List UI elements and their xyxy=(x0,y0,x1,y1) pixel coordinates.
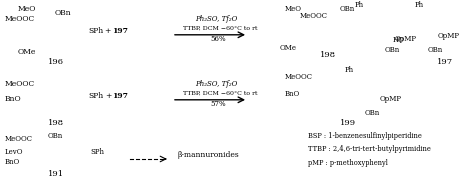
Text: OBn: OBn xyxy=(428,46,443,54)
Text: 197: 197 xyxy=(112,92,128,100)
Text: BnO: BnO xyxy=(5,158,20,166)
Text: OBn: OBn xyxy=(365,109,380,117)
Text: 196: 196 xyxy=(48,58,64,66)
Text: 191: 191 xyxy=(48,170,64,178)
Text: 56%: 56% xyxy=(210,35,226,43)
Text: 198: 198 xyxy=(320,51,336,59)
Text: OBn: OBn xyxy=(48,132,63,140)
Text: 197: 197 xyxy=(112,27,128,35)
Text: MeOOC: MeOOC xyxy=(5,135,33,143)
Text: 57%: 57% xyxy=(210,100,226,108)
Text: MeOOC: MeOOC xyxy=(285,73,313,81)
Text: SPh: SPh xyxy=(88,92,103,100)
Text: LevO: LevO xyxy=(5,148,24,156)
Text: pMP : p-methoxyphenyl: pMP : p-methoxyphenyl xyxy=(308,159,388,167)
Text: MeO: MeO xyxy=(18,6,36,13)
Text: Ph: Ph xyxy=(345,66,354,74)
Text: OpMP: OpMP xyxy=(395,35,417,43)
Text: HO: HO xyxy=(393,36,405,45)
Text: OMe: OMe xyxy=(18,48,36,56)
Text: BnO: BnO xyxy=(5,95,22,103)
Text: BnO: BnO xyxy=(285,90,300,98)
Text: SPh: SPh xyxy=(88,27,103,35)
Text: β-mannuronides: β-mannuronides xyxy=(178,151,240,159)
Text: OBn: OBn xyxy=(385,46,400,54)
Text: 199: 199 xyxy=(340,119,356,127)
Text: MeOOC: MeOOC xyxy=(300,12,328,20)
Text: +: + xyxy=(105,27,114,35)
Text: Ph₂SO, Tf₂O: Ph₂SO, Tf₂O xyxy=(195,15,237,23)
Text: TTBP, DCM −60°C to rt: TTBP, DCM −60°C to rt xyxy=(183,26,257,31)
Text: TTBP, DCM −60°C to rt: TTBP, DCM −60°C to rt xyxy=(183,91,257,96)
Text: OpMP: OpMP xyxy=(380,95,402,103)
Text: BSP : 1-benzenesulfinylpiperidine: BSP : 1-benzenesulfinylpiperidine xyxy=(308,132,422,140)
Text: OMe: OMe xyxy=(280,44,297,52)
Text: TTBP : 2,4,6-tri-tert-butylpyrimidine: TTBP : 2,4,6-tri-tert-butylpyrimidine xyxy=(308,145,431,153)
Text: OBn: OBn xyxy=(55,9,72,17)
Text: 198: 198 xyxy=(48,119,64,127)
Text: Ph₂SO, Tf₂O: Ph₂SO, Tf₂O xyxy=(195,80,237,88)
Text: Ph: Ph xyxy=(355,1,364,9)
Text: MeOOC: MeOOC xyxy=(5,80,35,88)
Text: +: + xyxy=(105,92,111,100)
Text: MeOOC: MeOOC xyxy=(5,15,35,23)
Text: Ph: Ph xyxy=(415,1,424,9)
Text: MeO: MeO xyxy=(285,6,302,13)
Text: OpMP: OpMP xyxy=(438,32,460,40)
Text: OBn: OBn xyxy=(340,6,355,13)
Text: SPh: SPh xyxy=(90,148,104,156)
Text: 197: 197 xyxy=(437,58,453,66)
